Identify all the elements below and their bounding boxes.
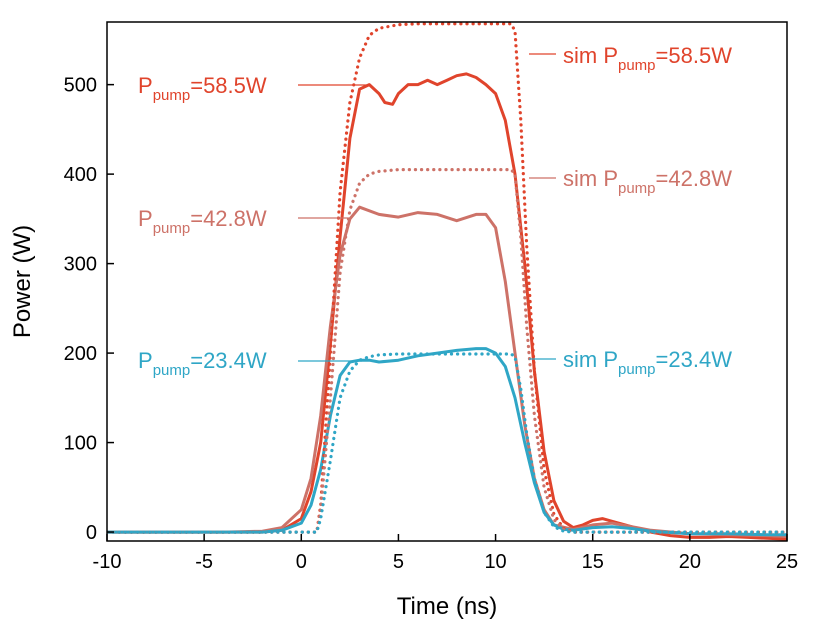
annotation-label: sim Ppump=58.5W	[563, 43, 732, 74]
sim-line-p23	[107, 352, 787, 534]
plot-lines	[107, 22, 787, 541]
sim-line-p58	[107, 22, 787, 534]
measured-line-p58	[107, 72, 787, 541]
annotation-label: Ppump=42.8W	[138, 206, 267, 237]
x-tick-label: -5	[195, 551, 213, 573]
x-tick-label: 20	[679, 551, 701, 573]
y-tick-label: 200	[64, 343, 97, 365]
x-axis-title: Time (ns)	[397, 593, 497, 620]
x-tick-label: 25	[776, 551, 798, 573]
y-axis: 0 100 200 300 400 500	[64, 75, 114, 544]
y-tick-label: 0	[86, 522, 97, 544]
series-group	[107, 22, 787, 541]
plot-frame	[106, 21, 788, 542]
annotation-label: Ppump=23.4W	[138, 348, 267, 379]
x-axis: -10 -5 0 5 10 15 20 25	[93, 534, 798, 573]
y-tick-label: 500	[64, 75, 97, 97]
x-tick-label: 15	[582, 551, 604, 573]
x-tick-label: 0	[296, 551, 307, 573]
y-tick-label: 400	[64, 164, 97, 186]
x-tick-label: 5	[393, 551, 404, 573]
y-axis-title: Power (W)	[9, 225, 36, 338]
y-tick-label: 100	[64, 433, 97, 455]
x-tick-label: -10	[93, 551, 122, 573]
annotations: Ppump=58.5W Ppump=42.8W Ppump=23.4W sim Ppu…	[138, 43, 732, 379]
annotation-label: Ppump=58.5W	[138, 73, 267, 104]
annotation-label: sim Ppump=42.8W	[563, 166, 732, 197]
annotation-label: sim Ppump=23.4W	[563, 347, 732, 378]
measured-line-p42	[107, 205, 787, 538]
measured-line-p23	[107, 347, 787, 537]
y-tick-label: 300	[64, 254, 97, 276]
x-tick-label: 10	[484, 551, 506, 573]
